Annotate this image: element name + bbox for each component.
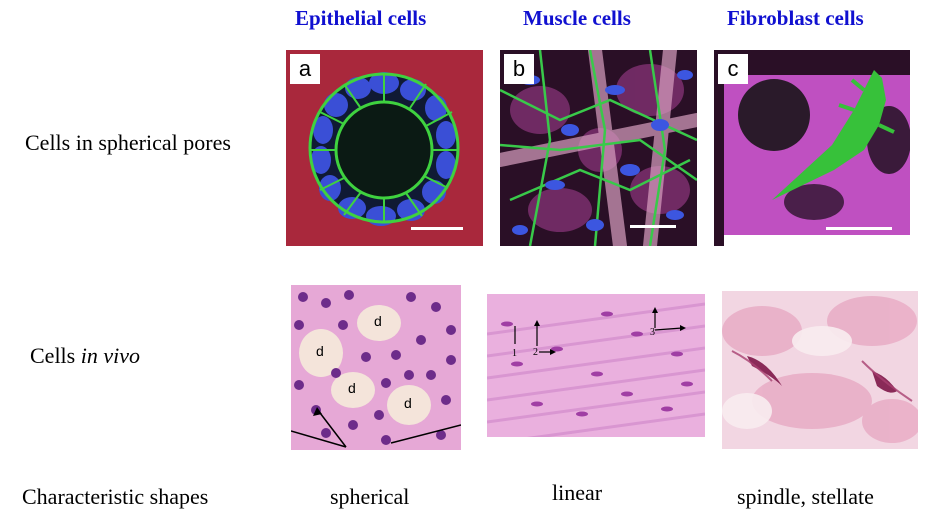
- epithelial-marker-d: d: [374, 313, 382, 329]
- fibroblast-pore-image: [714, 50, 910, 246]
- epithelial-marker-d: d: [404, 395, 412, 411]
- row-label-spherical-pores: Cells in spherical pores: [25, 130, 231, 155]
- column-title-fibroblast: Fibroblast cells: [727, 6, 864, 30]
- panel-epithelial-in-vivo: d d d d: [291, 285, 461, 450]
- scale-bar: [826, 227, 892, 230]
- fibroblast-histology-image: [722, 291, 918, 449]
- shape-label-linear: linear: [552, 480, 603, 505]
- panel-c-fibroblast-pore: c: [714, 50, 910, 246]
- row-label-in-vivo-prefix: Cells: [30, 343, 81, 368]
- scale-bar: [411, 227, 463, 230]
- row-label-in-vivo: Cells in vivo: [30, 343, 140, 369]
- muscle-marker-3: 3: [650, 327, 655, 338]
- column-title-muscle: Muscle cells: [523, 6, 631, 30]
- muscle-marker-1: 1: [512, 348, 517, 359]
- scale-bar: [630, 225, 676, 228]
- panel-letter-b: b: [504, 54, 534, 84]
- panel-b-muscle-pore: b: [500, 50, 697, 246]
- column-title-epithelial: Epithelial cells: [295, 6, 427, 30]
- row-label-characteristic-shapes: Characteristic shapes: [22, 484, 209, 509]
- panel-muscle-in-vivo: 1 2 3: [487, 294, 705, 437]
- epithelial-marker-d: d: [348, 380, 356, 396]
- muscle-marker-2: 2: [533, 347, 538, 358]
- epithelial-histology-image: [291, 285, 461, 450]
- shape-label-spindle-stellate: spindle, stellate: [737, 484, 874, 509]
- epithelial-marker-d: d: [316, 343, 324, 359]
- panel-a-epithelial-pore: a: [286, 50, 483, 246]
- panel-letter-c: c: [718, 54, 748, 84]
- panel-fibroblast-in-vivo: [722, 291, 918, 449]
- epithelial-pore-image: [286, 50, 483, 246]
- muscle-histology-image: [487, 294, 705, 437]
- panel-letter-a: a: [290, 54, 320, 84]
- shape-label-spherical: spherical: [330, 484, 410, 509]
- row-label-in-vivo-italic: in vivo: [80, 343, 140, 368]
